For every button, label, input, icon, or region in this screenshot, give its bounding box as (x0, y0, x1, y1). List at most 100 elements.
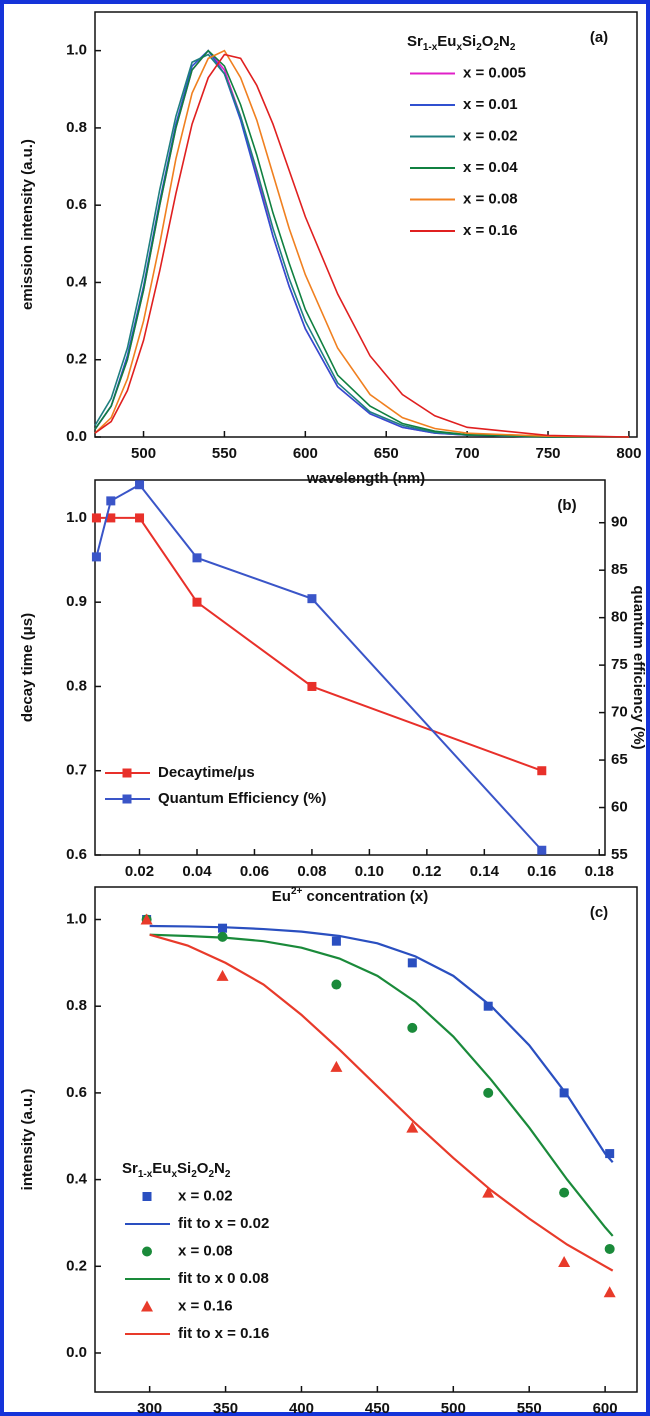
y-tick-label: 0.2 (66, 351, 87, 368)
marker (307, 681, 317, 691)
legend-marker (141, 1300, 153, 1312)
text-part: O (197, 1160, 209, 1177)
x-tick-label: 600 (293, 445, 318, 462)
legend-label: fit to x = 0.16 (178, 1325, 269, 1342)
y2-tick-label: 65 (611, 751, 628, 768)
text-part: 2 (493, 42, 499, 53)
y-axis-label: emission intensity (a.u.) (19, 139, 36, 310)
data-line (94, 53, 629, 438)
panel-label: (c) (590, 904, 608, 921)
text-part: 2 (191, 1169, 197, 1180)
text-part: 2 (510, 42, 516, 53)
y-tick-label: 0.4 (66, 273, 88, 290)
x-tick-label: 0.14 (470, 863, 500, 880)
marker (483, 1087, 494, 1098)
x-tick-label: 0.12 (412, 863, 441, 880)
text-part: Si (177, 1160, 191, 1177)
marker (537, 845, 547, 855)
data-line (149, 933, 614, 1272)
legend-marker (142, 1246, 152, 1257)
marker (106, 513, 116, 523)
text-part: x (456, 42, 462, 53)
text-part: Eu (272, 888, 291, 905)
marker (216, 969, 229, 981)
x-tick-label: 0.08 (297, 863, 326, 880)
y2-tick-label: 80 (611, 609, 628, 626)
marker (537, 766, 547, 776)
data-line (95, 483, 543, 851)
x-tick-label: 0.02 (125, 863, 154, 880)
y2-tick-label: 90 (611, 514, 628, 531)
y-tick-label: 0.8 (66, 119, 87, 136)
legend-label: x = 0.005 (463, 64, 526, 81)
data-line (149, 924, 614, 1163)
y-tick-label: 1.0 (66, 509, 87, 526)
y-axis-label: decay time (μs) (19, 613, 36, 722)
text-part: x (171, 1169, 177, 1180)
text-part: 2 (476, 42, 482, 53)
x-tick-label: 500 (441, 1400, 466, 1416)
data-line (96, 516, 543, 772)
text-part: Eu (152, 1160, 171, 1177)
text-part: Eu (437, 33, 456, 50)
marker (407, 1022, 418, 1033)
marker (135, 480, 145, 490)
x-tick-label: 0.10 (355, 863, 384, 880)
marker (605, 1149, 615, 1159)
y-tick-label: 0.6 (66, 846, 87, 863)
marker (407, 958, 417, 968)
x-tick-label: 350 (213, 1400, 238, 1416)
text-part: 1-x (138, 1169, 153, 1180)
y-tick-label: 0.0 (66, 1344, 87, 1361)
legend-title: Sr1-xEuxSi2O2N2 (122, 1160, 231, 1180)
legend-label: x = 0.16 (463, 222, 518, 239)
x-tick-label: 0.18 (585, 863, 614, 880)
marker (559, 1187, 570, 1198)
legend-label: Quantum Efficiency (%) (158, 790, 326, 807)
marker (603, 1286, 616, 1298)
y2-tick-label: 85 (611, 561, 628, 578)
marker (559, 1088, 569, 1098)
text-part: 2 (225, 1169, 231, 1180)
x-tick-label: 550 (517, 1400, 542, 1416)
plot-frame (94, 11, 638, 438)
plot-frame (94, 479, 606, 856)
x-tick-label: 600 (593, 1400, 618, 1416)
plot-frame (94, 886, 638, 1393)
data-line (149, 933, 614, 1237)
y2-tick-label: 55 (611, 846, 628, 863)
marker (558, 1255, 571, 1267)
marker (91, 552, 101, 562)
marker (483, 1001, 493, 1011)
x-tick-label: 400 (289, 1400, 314, 1416)
text-part: Sr (122, 1160, 138, 1177)
y2-axis-label: quantum efficiency (%) (630, 585, 647, 749)
x-tick-label: 0.16 (527, 863, 556, 880)
x-axis-label: wavelength (nm) (306, 470, 425, 487)
marker (331, 979, 342, 990)
x-tick-label: 750 (535, 445, 560, 462)
text-part: concentration (x) (302, 888, 428, 905)
legend-label: Decaytime/μs (158, 764, 255, 781)
legend-label: x = 0.16 (178, 1297, 233, 1314)
text-part: 1-x (423, 42, 438, 53)
legend-label: fit to x = 0.02 (178, 1215, 269, 1232)
x-tick-label: 450 (365, 1400, 390, 1416)
text-part: 2 (208, 1169, 214, 1180)
y-tick-label: 0.6 (66, 1084, 87, 1101)
x-axis-label: Eu2+ concentration (x) (272, 886, 428, 905)
y2-tick-label: 70 (611, 704, 628, 721)
marker (91, 513, 101, 523)
legend-label: x = 0.08 (178, 1242, 233, 1259)
marker (106, 496, 116, 506)
text-part: Sr (407, 33, 423, 50)
x-tick-label: 0.06 (240, 863, 269, 880)
y2-tick-label: 60 (611, 799, 628, 816)
data-line (94, 49, 629, 438)
marker (330, 1060, 343, 1072)
legend-label: fit to x 0 0.08 (178, 1270, 269, 1287)
y-tick-label: 0.8 (66, 997, 87, 1014)
y-tick-label: 0.8 (66, 677, 87, 694)
legend-marker (142, 1192, 152, 1201)
